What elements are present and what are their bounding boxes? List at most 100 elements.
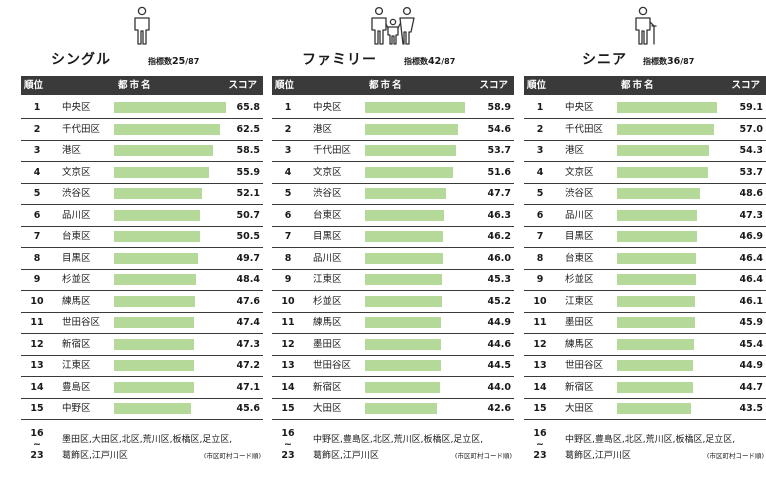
header-city: 都市名 (369, 80, 404, 91)
ward-name-cell: 新宿区 (313, 381, 342, 393)
score-bar (365, 274, 442, 285)
rank-cell: 2 (536, 123, 544, 135)
ward-name-cell: 台東区 (313, 209, 342, 221)
score-cell: 50.5 (236, 231, 260, 242)
score-cell: 53.7 (739, 166, 763, 178)
ward-name-cell: 千代田区 (62, 123, 101, 135)
rank-cell: 6 (536, 209, 544, 221)
score-bar (365, 188, 446, 199)
score-bar (114, 360, 195, 371)
table-row: 2 港区 54.6 (272, 119, 514, 141)
score-cell: 46.1 (739, 295, 763, 307)
score-cell: 46.4 (739, 274, 763, 285)
header-rank: 順位 (527, 80, 547, 91)
ward-name-cell: 練馬区 (313, 317, 342, 328)
ward-name-cell: 渋谷区 (565, 188, 594, 199)
score-cell: 54.3 (739, 145, 763, 156)
rank-cell: 5 (536, 188, 544, 199)
ward-name-cell: 江東区 (62, 360, 91, 371)
rank-cell: 13 (30, 360, 44, 371)
table-row: 4 文京区 51.6 (272, 162, 514, 184)
score-cell: 48.4 (236, 274, 260, 285)
score-bar (617, 338, 694, 350)
score-bar (617, 102, 718, 113)
table-row: 10 江東区 46.1 (524, 291, 766, 313)
header-rank: 順位 (24, 80, 44, 91)
table-row: 10 杉並区 45.2 (272, 291, 514, 313)
header-score: スコア (479, 80, 508, 91)
ward-name-cell: 目黒区 (62, 252, 91, 264)
ward-name-cell: 大田区 (313, 403, 342, 414)
ward-name-cell: 目黒区 (565, 231, 594, 242)
score-bar (617, 360, 694, 371)
score-bar (365, 360, 441, 371)
score-bar (365, 102, 465, 113)
tail-wards-line1: 墨田区,大田区,北区,荒川区,板橋区,足立区, (62, 435, 233, 445)
table-row: 11 世田谷区 47.4 (21, 312, 263, 334)
tail-row: 16 ~23 中野区,豊島区,北区,荒川区,板橋区,足立区, 葛飾区,江戸川区 (… (524, 426, 766, 468)
table-header: 順位 都市名 スコア (524, 76, 766, 95)
tail-wards-line1: 中野区,豊島区,北区,荒川区,板橋区,足立区, (565, 435, 736, 445)
score-cell: 44.7 (739, 381, 763, 393)
ward-name-cell: 江東区 (313, 274, 342, 285)
header-score: スコア (228, 80, 257, 91)
tail-wards-line1: 中野区,豊島区,北区,荒川区,板橋区,足立区, (313, 435, 484, 445)
rank-cell: 11 (533, 317, 547, 328)
rank-cell: 11 (30, 317, 44, 328)
score-bar (114, 403, 192, 414)
score-cell: 47.1 (236, 381, 260, 393)
score-cell: 42.6 (487, 403, 511, 414)
score-cell: 54.6 (487, 123, 511, 135)
score-bar (365, 209, 444, 221)
rank-cell: 7 (284, 231, 292, 242)
score-bar (617, 381, 693, 393)
ward-name-cell: 大田区 (565, 403, 594, 414)
score-bar (365, 403, 438, 414)
ward-name-cell: 杉並区 (565, 274, 594, 285)
rank-cell: 15 (281, 403, 295, 414)
table-row: 12 新宿区 47.3 (21, 334, 263, 356)
ward-name-cell: 中央区 (313, 102, 342, 113)
table-row: 14 新宿区 44.0 (272, 377, 514, 399)
rank-cell: 7 (33, 231, 41, 242)
score-cell: 44.9 (487, 317, 511, 328)
table-row: 6 台東区 46.3 (272, 205, 514, 227)
rank-cell: 7 (536, 231, 544, 242)
table-row: 14 新宿区 44.7 (524, 377, 766, 399)
score-bar (114, 317, 195, 328)
score-cell: 43.5 (739, 403, 763, 414)
rank-cell: 12 (281, 338, 295, 350)
header-rank: 順位 (275, 80, 295, 91)
tail-note: (市区町村コード順) (203, 452, 261, 460)
tail-rank: 16 ~23 (30, 428, 44, 461)
ranking-panel-senior: シニア 指標数36/87 順位 都市名 スコア 1 中央区 59.1 2 千代田区 57.… (524, 0, 766, 489)
score-bar (365, 317, 442, 328)
score-bar (114, 381, 194, 393)
rank-cell: 10 (30, 295, 44, 307)
single-person-icon (134, 6, 150, 45)
table-row: 4 文京区 55.9 (21, 162, 263, 184)
ward-name-cell: 杉並区 (313, 295, 342, 307)
table-row: 3 港区 58.5 (21, 140, 263, 162)
score-bar (365, 295, 442, 307)
table-row: 9 杉並区 48.4 (21, 269, 263, 291)
rank-cell: 13 (281, 360, 295, 371)
tail-wards-line2: 葛飾区,江戸川区 (62, 451, 128, 461)
table-row: 10 練馬区 47.6 (21, 291, 263, 313)
rank-cell: 1 (536, 102, 544, 113)
score-bar (114, 123, 221, 135)
ward-name-cell: 中野区 (62, 403, 91, 414)
table-row: 1 中央区 58.9 (272, 97, 514, 119)
rank-cell: 4 (33, 166, 41, 178)
panel-title: シングル (51, 52, 111, 68)
table-row: 5 渋谷区 52.1 (21, 183, 263, 205)
rank-cell: 9 (536, 274, 544, 285)
ward-name-cell: 文京区 (62, 166, 91, 178)
table-row: 6 品川区 47.3 (524, 205, 766, 227)
ward-name-cell: 千代田区 (313, 145, 352, 156)
ward-name-cell: 中央区 (62, 102, 91, 113)
score-bar (114, 274, 197, 285)
rank-cell: 3 (284, 145, 292, 156)
score-bar (617, 188, 700, 199)
score-bar (114, 166, 209, 178)
